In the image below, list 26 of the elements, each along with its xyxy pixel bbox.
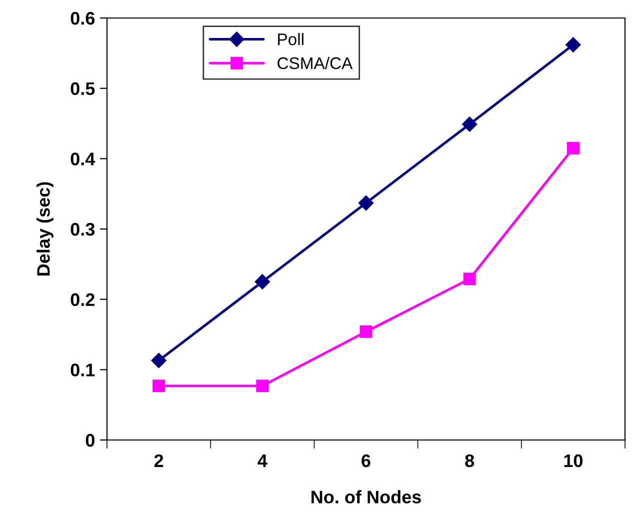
y-tick-label: 0.4 <box>70 152 96 166</box>
point <box>151 352 166 368</box>
y-tick-label: 0.2 <box>70 293 94 306</box>
point <box>463 272 476 286</box>
legend-label: CSMA/CA <box>278 56 353 70</box>
x-axis-title: No. of Nodes <box>312 490 421 504</box>
x-tick-label: 6 <box>362 454 370 468</box>
x-tick-label: 8 <box>465 454 474 468</box>
y-tick-label: 0 <box>86 434 94 447</box>
y-axis-title: Delay (sec) <box>36 182 54 276</box>
point <box>566 142 580 154</box>
point <box>152 380 166 392</box>
legend-label: Poll <box>278 33 304 46</box>
y-tick-label: 0.6 <box>70 12 95 25</box>
y-tick-label: 0.5 <box>70 82 95 96</box>
x-tick-label: 10 <box>564 454 583 468</box>
x-tick-label: 4 <box>258 454 268 467</box>
x-tick-label: 2 <box>154 454 164 467</box>
point <box>360 325 372 338</box>
point <box>254 274 270 290</box>
y-tick-label: 0.1 <box>70 364 95 376</box>
point <box>256 380 269 392</box>
point <box>358 195 374 211</box>
y-tick-label: 0.3 <box>70 222 95 236</box>
point <box>462 116 478 132</box>
point <box>566 37 581 52</box>
